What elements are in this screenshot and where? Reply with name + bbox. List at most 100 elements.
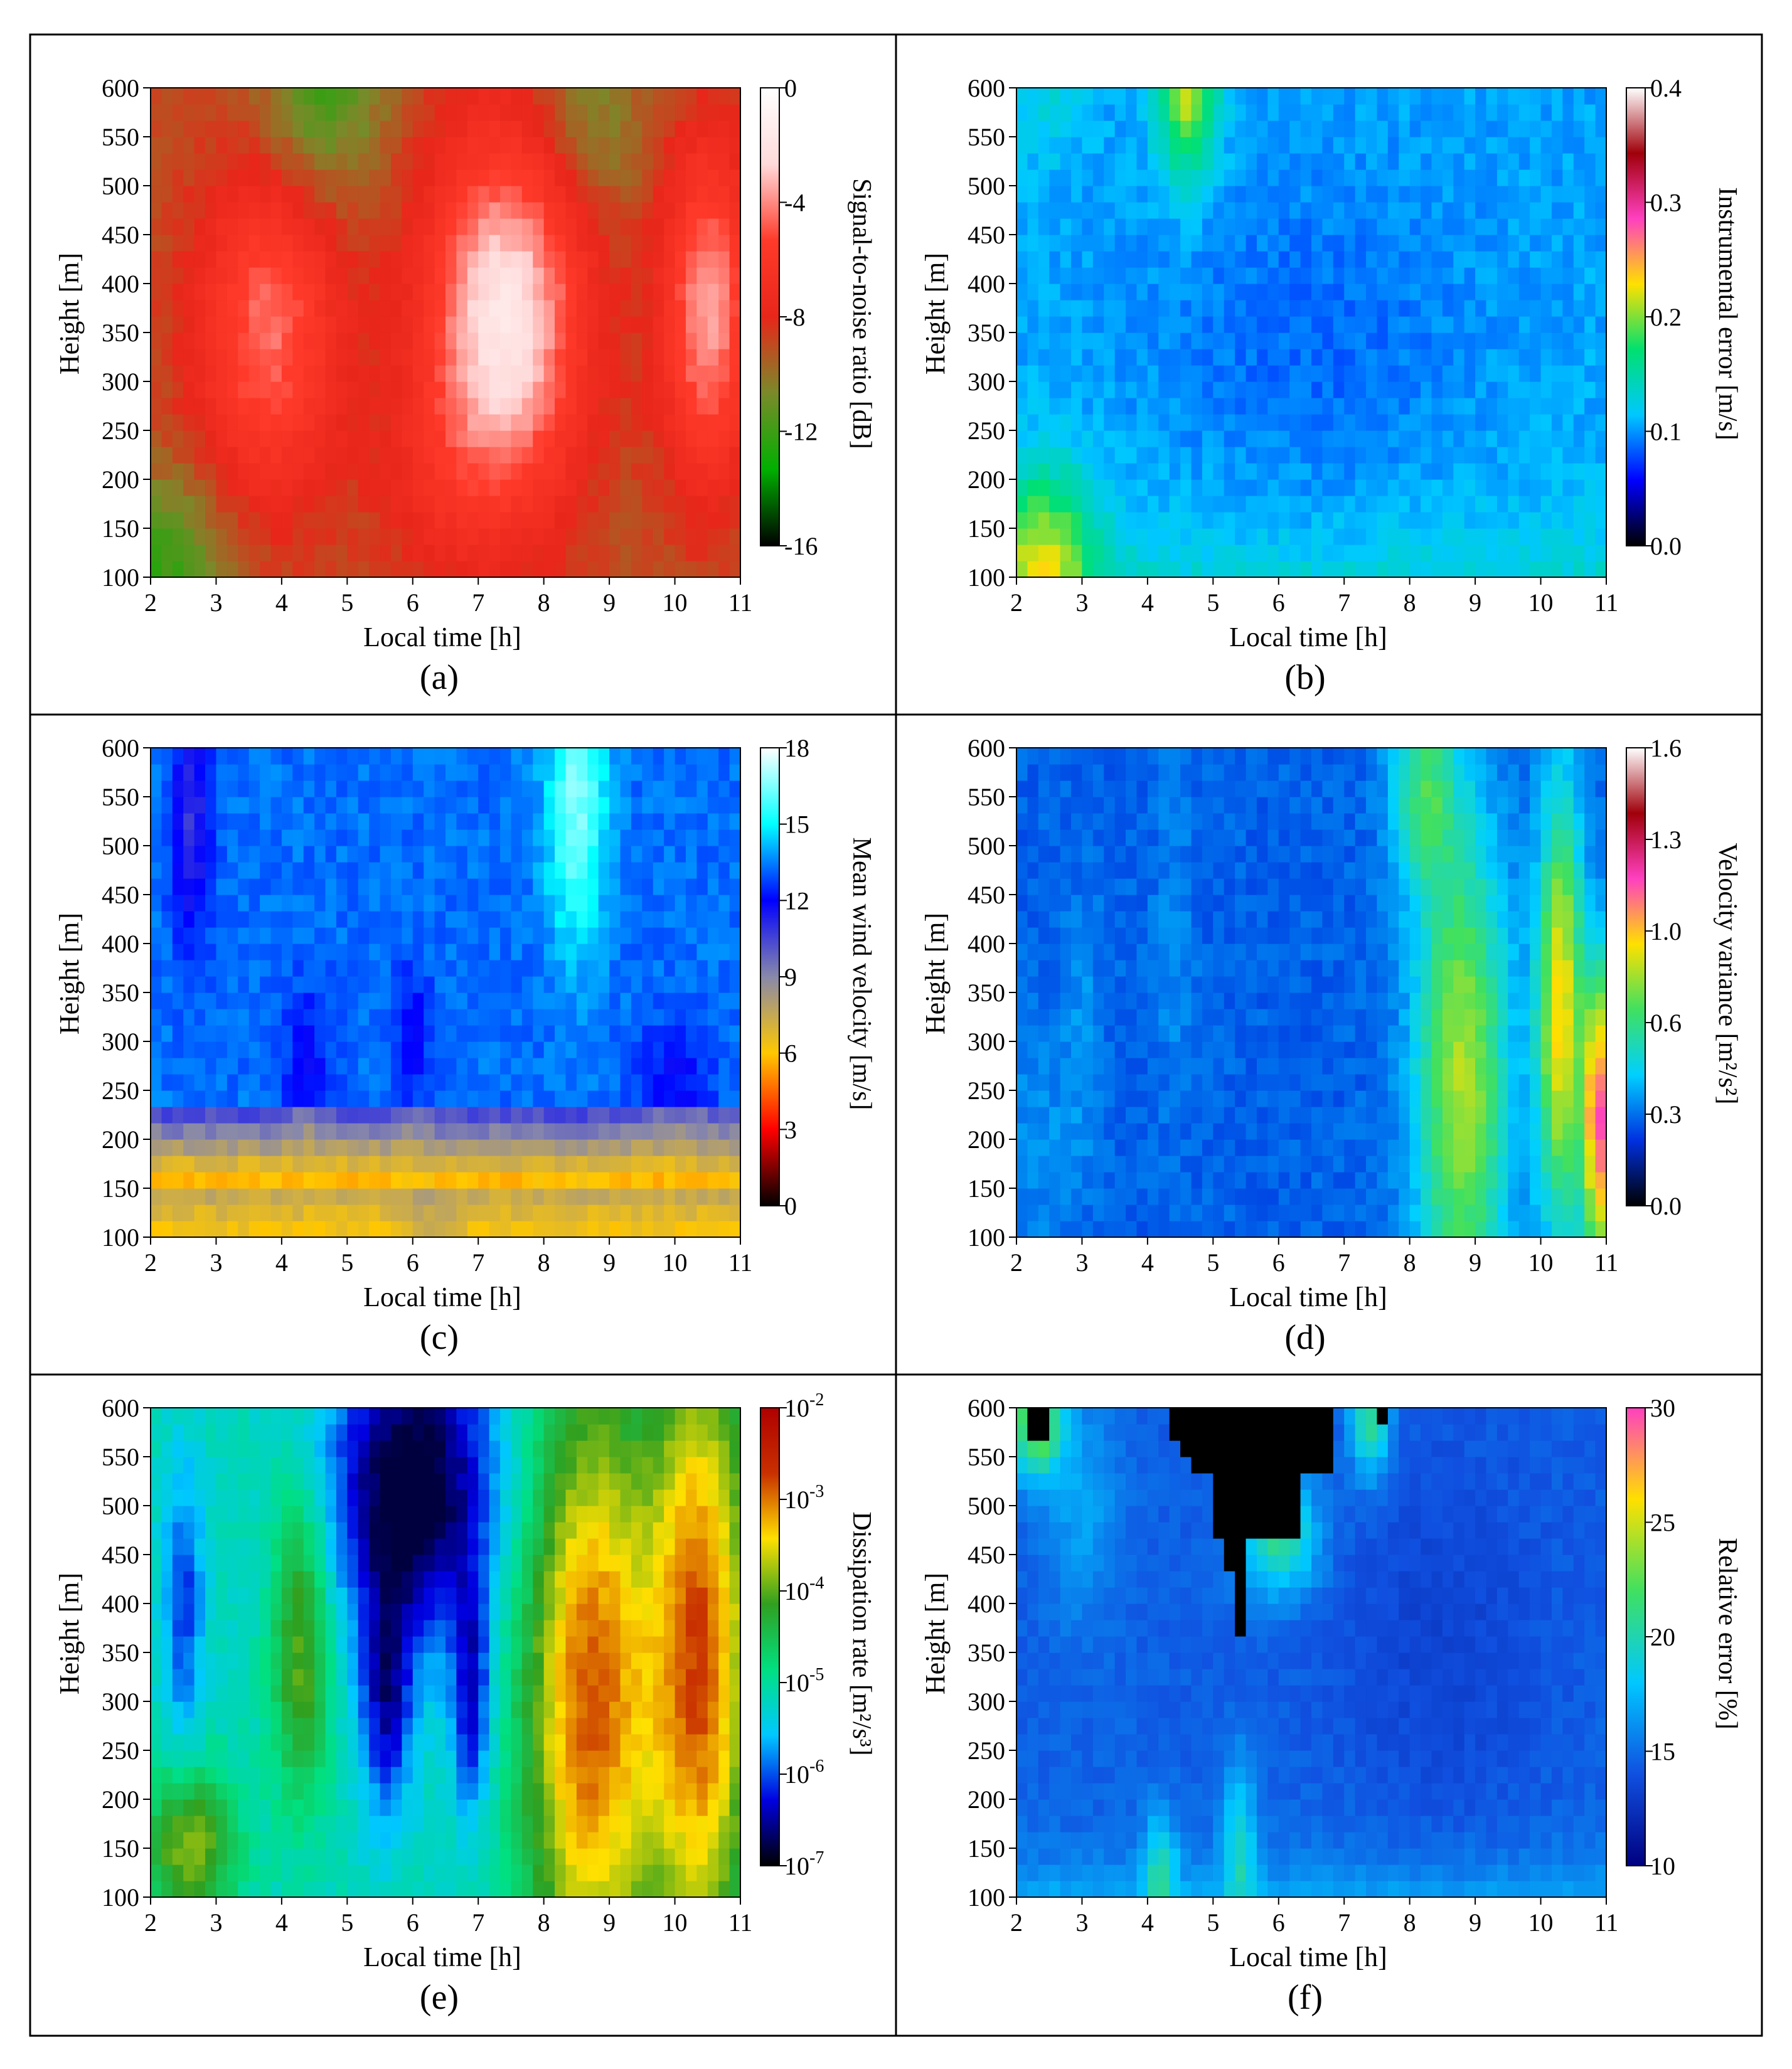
heatmap-cell (456, 976, 468, 993)
heatmap-cell (248, 332, 260, 349)
heatmap-cell (445, 1058, 457, 1075)
heatmap-cell (216, 862, 228, 879)
heatmap-cell (467, 1074, 479, 1091)
heatmap-cell (1180, 120, 1192, 137)
heatmap-cell (281, 267, 293, 284)
heatmap-cell (696, 960, 708, 977)
heatmap-cell (707, 349, 719, 366)
heatmap-cell (303, 1139, 315, 1156)
heatmap-cell (565, 960, 577, 977)
heatmap-cell (358, 545, 370, 561)
heatmap-cell (358, 862, 370, 879)
heatmap-cell (1442, 512, 1454, 529)
heatmap-cell (1421, 381, 1432, 398)
heatmap-cell (598, 927, 610, 944)
heatmap-cell (1060, 202, 1072, 219)
heatmap-cell (402, 1090, 413, 1107)
heatmap-cell (238, 911, 250, 928)
heatmap-cell (653, 1188, 664, 1205)
heatmap-cell (685, 895, 697, 912)
heatmap-cell (402, 365, 413, 382)
heatmap-cell (696, 862, 708, 879)
heatmap-cell (1092, 545, 1104, 561)
heatmap-cell (631, 1025, 643, 1042)
heatmap-cell (642, 797, 654, 814)
heatmap-cell (303, 137, 315, 154)
heatmap-cell (1049, 88, 1061, 105)
heatmap-cell (172, 186, 184, 203)
heatmap-cell (1038, 561, 1050, 578)
heatmap-cell (1245, 169, 1257, 186)
heatmap-cell (260, 927, 272, 944)
heatmap-cell (1289, 104, 1301, 121)
heatmap-cell (456, 797, 468, 814)
heatmap-cell (467, 463, 479, 480)
heatmap-cell (685, 846, 697, 863)
heatmap-cell (729, 267, 741, 284)
heatmap-cell (631, 414, 643, 431)
heatmap-cell (653, 284, 664, 301)
heatmap-cell (205, 992, 217, 1009)
heatmap-cell (1147, 430, 1159, 447)
heatmap-cell (1245, 153, 1257, 170)
heatmap-cell (653, 365, 664, 382)
heatmap-cell (434, 829, 446, 846)
heatmap-cell (565, 137, 577, 154)
heatmap-cell (1584, 186, 1596, 203)
heatmap-cell (500, 267, 512, 284)
heatmap-cell (620, 797, 632, 814)
heatmap-cell (336, 186, 348, 203)
heatmap-cell (151, 137, 163, 154)
heatmap-cell (685, 1107, 697, 1124)
heatmap-cell (260, 878, 272, 895)
heatmap-cell (172, 1074, 184, 1091)
heatmap-cell (642, 992, 654, 1009)
heatmap-cell (478, 267, 490, 284)
heatmap-cell (445, 528, 457, 545)
heatmap-cell (390, 1009, 402, 1026)
heatmap-cell (1082, 202, 1094, 219)
heatmap-cell (216, 153, 228, 170)
heatmap-cell (303, 878, 315, 895)
heatmap-cell (1595, 496, 1607, 513)
heatmap-cell (424, 862, 435, 879)
heatmap-cell (1114, 300, 1126, 317)
heatmap-cell (1584, 316, 1596, 333)
heatmap-cell (653, 748, 664, 765)
heatmap-cell (729, 332, 741, 349)
heatmap-cell (1147, 218, 1159, 235)
heatmap-cell (1092, 430, 1104, 447)
heatmap-cell (369, 137, 381, 154)
colorbar-tick-label: -16 (784, 532, 818, 560)
heatmap-cell (675, 235, 686, 252)
heatmap-cell (1508, 447, 1520, 464)
heatmap-cell (729, 104, 741, 121)
heatmap-cell (620, 332, 632, 349)
heatmap-cell (314, 1123, 326, 1140)
heatmap-cell (216, 944, 228, 960)
heatmap-cell (729, 829, 741, 846)
heatmap-cell (369, 120, 381, 137)
heatmap-cell (1038, 463, 1050, 480)
heatmap-cell (729, 512, 741, 529)
heatmap-cell (467, 813, 479, 830)
heatmap-cell (325, 1009, 337, 1026)
heatmap-cell (1562, 267, 1574, 284)
heatmap-cell (565, 284, 577, 301)
heatmap-cell (1256, 316, 1268, 333)
heatmap-cell (1126, 202, 1138, 219)
heatmap-cell (1584, 430, 1596, 447)
heatmap-cell (576, 1139, 588, 1156)
heatmap-cell (380, 235, 392, 252)
heatmap-cell (161, 878, 173, 895)
heatmap-cell (675, 944, 686, 960)
heatmap-cell (1235, 447, 1247, 464)
heatmap-cell (336, 545, 348, 561)
heatmap-cell (565, 797, 577, 814)
heatmap-cell (1245, 218, 1257, 235)
heatmap-cell (1530, 381, 1542, 398)
heatmap-cell (1027, 332, 1039, 349)
heatmap-cell (347, 1156, 359, 1173)
heatmap-cell (238, 316, 250, 333)
heatmap-cell (205, 927, 217, 944)
